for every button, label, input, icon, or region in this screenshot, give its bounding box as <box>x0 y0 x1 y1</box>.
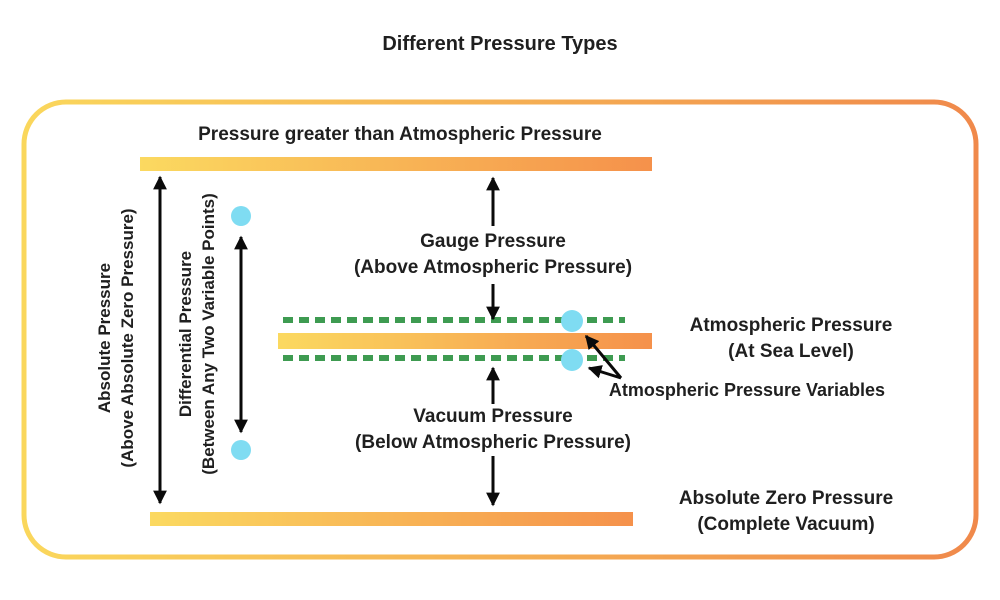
differential-pressure-label-line1: Differential Pressure <box>176 250 195 418</box>
atmospheric-variable-dot-upper <box>561 310 583 332</box>
variables-pointer-arrow-upper <box>584 334 623 379</box>
top-bar-label: Pressure greater than Atmospheric Pressu… <box>198 124 602 145</box>
absolute-pressure-label-line1: Absolute Pressure <box>95 262 114 414</box>
differential-pressure-label: Differential Pressure (Between Any Two V… <box>174 193 220 475</box>
atmospheric-pressure-label-line2: (At Sea Level) <box>728 341 854 362</box>
vacuum-pressure-label-line1: Vacuum Pressure <box>413 406 573 427</box>
atmospheric-pressure-label-line1: Atmospheric Pressure <box>689 315 893 336</box>
absolute-pressure-label: Absolute Pressure (Above Absolute Zero P… <box>93 208 139 467</box>
diagram-title: Different Pressure Types <box>382 33 618 55</box>
diagram-frame <box>21 99 979 560</box>
atmospheric-pressure-bar <box>278 333 652 349</box>
atmospheric-pressure-label: Atmospheric Pressure (At Sea Level) <box>690 313 893 365</box>
gauge-pressure-label-line1: Gauge Pressure <box>420 231 566 252</box>
gauge-pressure-label-line2: (Above Atmospheric Pressure) <box>353 257 633 278</box>
absolute-zero-pressure-label: Absolute Zero Pressure (Complete Vacuum) <box>679 486 893 538</box>
atmospheric-variables-label: Atmospheric Pressure Variables <box>608 380 886 400</box>
differential-pressure-label-line2: (Between Any Two Variable Points) <box>199 193 218 475</box>
atmospheric-variable-dot-lower <box>561 349 583 371</box>
vacuum-pressure-label: Vacuum Pressure (Below Atmospheric Press… <box>355 404 631 456</box>
top-pressure-bar <box>140 157 652 171</box>
absolute-zero-pressure-label-line2: (Complete Vacuum) <box>697 514 875 535</box>
absolute-zero-pressure-label-line1: Absolute Zero Pressure <box>678 488 894 509</box>
vacuum-pressure-label-line2: (Below Atmospheric Pressure) <box>355 432 631 453</box>
variables-pointer-arrow-lower <box>587 365 622 380</box>
absolute-zero-pressure-bar <box>150 512 633 526</box>
differential-upper-point-dot <box>231 206 251 226</box>
gauge-pressure-label: Gauge Pressure (Above Atmospheric Pressu… <box>354 229 632 281</box>
absolute-pressure-label-line2: (Above Absolute Zero Pressure) <box>118 208 137 468</box>
differential-lower-point-dot <box>231 440 251 460</box>
